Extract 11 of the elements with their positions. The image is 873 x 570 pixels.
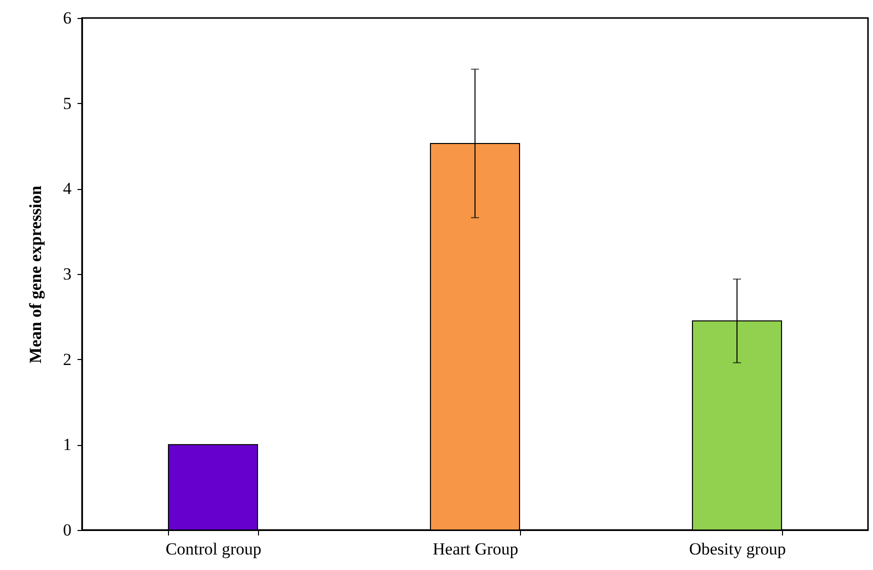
y-tick-label: 5 [63,94,72,113]
y-tick-label: 2 [63,350,72,369]
y-tick-label: 3 [63,264,72,284]
x-tick-label: Obesity group [689,540,786,558]
y-tick-label: 1 [63,435,72,454]
y-tick-label: 0 [63,520,72,540]
y-tick-label: 4 [63,179,72,198]
y-axis-title: Mean of gene expression [26,185,45,364]
x-tick-label: Control group [166,540,262,558]
x-tick-label: Heart Group [432,540,518,558]
y-tick-label: 6 [63,8,72,28]
